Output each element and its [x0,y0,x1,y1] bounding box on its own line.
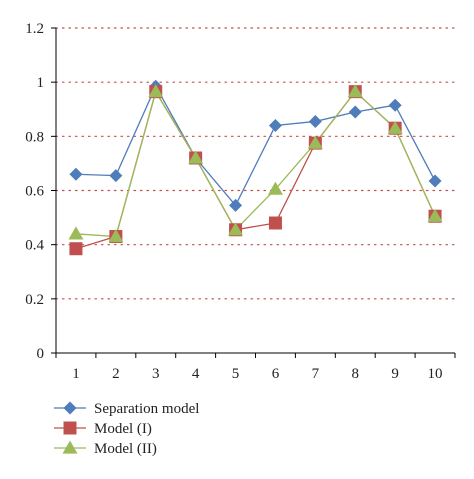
y-tick-label: 0 [37,346,45,362]
x-tick-label: 3 [152,366,160,382]
legend-label: Separation model [94,401,199,417]
x-axis-ticks: 1 2 3 4 5 6 7 8 9 10 [55,353,456,382]
data-point-model-ii [307,135,323,149]
legend: Separation model Model (I) Model (II) [54,401,199,457]
x-tick-label: 7 [312,366,320,382]
data-point-model-ii [148,84,164,98]
data-point-separation-model [348,105,362,119]
data-point-model-ii [347,84,363,98]
data-point-model-ii [188,150,204,164]
y-tick-label: 1.2 [25,21,44,37]
legend-label: Model (I) [94,421,152,437]
data-point-separation-model [69,167,83,181]
legend-marker [63,421,77,435]
data-point-model-i [268,216,282,230]
series-line-model-ii [75,90,436,238]
series-markers [68,79,443,256]
data-point-separation-model [388,98,402,112]
y-tick-label: 0.6 [25,184,44,200]
x-tick-label: 10 [428,366,443,382]
data-point-model-ii [228,222,244,236]
x-tick-label: 4 [192,366,200,382]
data-point-model-ii [427,208,443,222]
data-point-model-ii [68,226,84,240]
data-point-model-ii [387,120,403,134]
series-lines [75,84,436,250]
data-point-separation-model [229,198,243,212]
x-tick-label: 8 [352,366,360,382]
grid-lines [55,27,456,300]
data-point-separation-model [308,114,322,128]
data-point-model-ii [108,229,124,243]
x-tick-label: 5 [232,366,240,382]
x-tick-label: 9 [391,366,399,382]
legend-label: Model (II) [94,441,157,457]
y-tick-label: 0.4 [25,238,44,254]
series-line-separation-model [75,84,436,207]
data-point-model-i [69,242,83,256]
data-point-separation-model [109,169,123,183]
x-tick-label: 6 [272,366,280,382]
legend-marker [63,401,77,415]
y-tick-label: 0.8 [25,129,44,145]
legend-marker [62,440,78,454]
data-point-separation-model [268,119,282,132]
data-point-model-ii [267,181,283,195]
x-tick-label: 1 [72,366,80,382]
data-point-separation-model [428,174,442,188]
y-tick-label: 1 [37,75,45,91]
y-tick-label: 0.2 [25,292,44,308]
y-axis-ticks: 0 0.2 0.4 0.6 0.8 1 1.2 [25,21,56,362]
x-tick-label: 2 [112,366,120,382]
